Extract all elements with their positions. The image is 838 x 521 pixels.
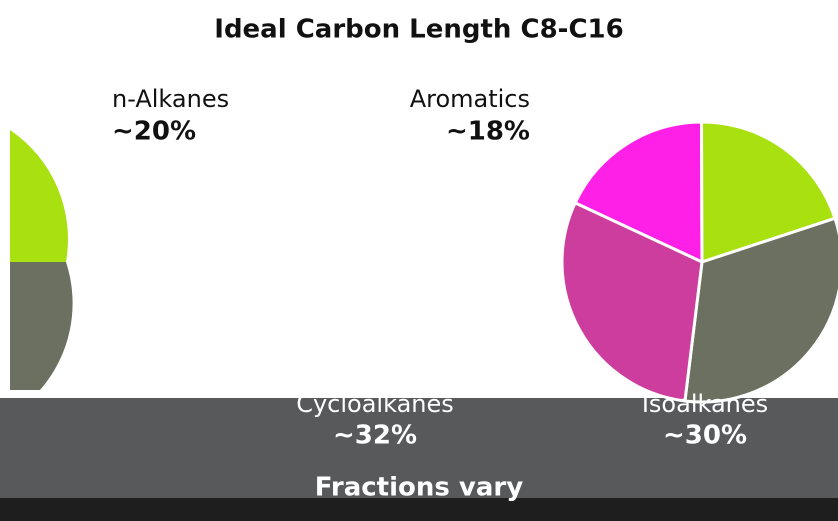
slice-label: Isoalkanes	[642, 390, 768, 418]
footer-band	[0, 498, 838, 521]
annotation: Fractions vary	[315, 473, 523, 503]
value-label: ~32%	[333, 421, 417, 451]
pie-slice	[560, 200, 704, 403]
slice-label: Cycloalkanes	[296, 390, 454, 418]
slice-label: Aromatics	[410, 85, 530, 113]
pie-slice	[573, 120, 704, 265]
pie-slice	[683, 216, 838, 404]
chart-title: Ideal Carbon Length C8-C16	[214, 15, 623, 45]
value-label: ~18%	[446, 117, 530, 147]
decorative-left-pie	[10, 130, 73, 390]
pie-slice	[700, 120, 837, 265]
value-label: ~20%	[112, 117, 196, 147]
slice-label: n-Alkanes	[112, 85, 229, 113]
value-label: ~30%	[663, 421, 747, 451]
bottom-band	[0, 398, 838, 498]
